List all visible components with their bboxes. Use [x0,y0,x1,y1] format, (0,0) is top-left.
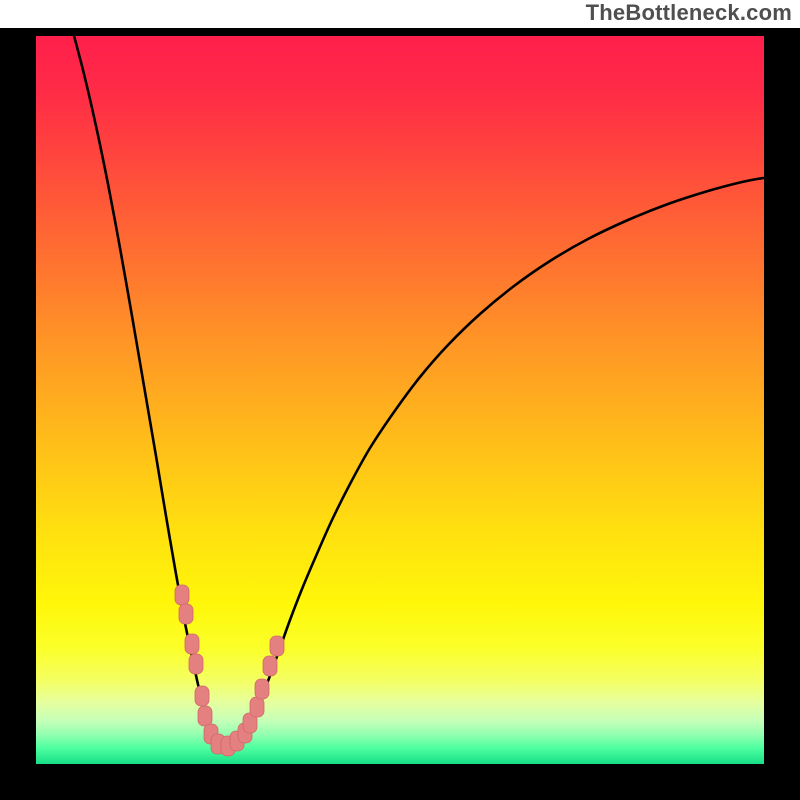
data-marker [195,686,209,706]
bottleneck-curve-plot [36,36,764,764]
data-marker [250,697,264,717]
data-marker [270,636,284,656]
chart-root: TheBottleneck.com [0,0,800,800]
watermark-text: TheBottleneck.com [586,0,792,26]
data-marker [198,706,212,726]
data-marker [175,585,189,605]
data-marker [189,654,203,674]
data-marker [263,656,277,676]
data-marker [179,604,193,624]
data-marker [185,634,199,654]
data-marker [255,679,269,699]
plot-svg [36,36,764,764]
